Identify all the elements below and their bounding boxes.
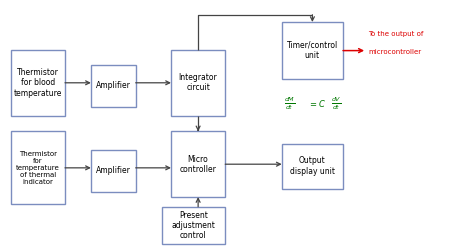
FancyBboxPatch shape [282,144,343,188]
FancyBboxPatch shape [171,50,225,116]
FancyBboxPatch shape [91,150,136,192]
Text: $\frac{dV}{dt}$: $\frac{dV}{dt}$ [331,95,342,112]
Text: $\frac{dM}{dt}$: $\frac{dM}{dt}$ [284,95,296,112]
Text: Present
adjustment
control: Present adjustment control [172,211,215,240]
Text: Timer/control
unit: Timer/control unit [287,41,338,60]
FancyBboxPatch shape [282,22,343,79]
Text: Amplifier: Amplifier [96,166,131,175]
FancyBboxPatch shape [11,50,65,116]
FancyBboxPatch shape [91,64,136,107]
Text: To the output of: To the output of [368,31,423,37]
FancyBboxPatch shape [11,131,65,204]
Text: Micro
controller: Micro controller [180,154,217,174]
Text: $= C$: $= C$ [308,98,326,109]
Text: Output
display unit: Output display unit [290,156,335,176]
Text: Integrator
circuit: Integrator circuit [179,73,218,92]
Text: Thermistor
for blood
temperature: Thermistor for blood temperature [14,68,62,98]
Text: Amplifier: Amplifier [96,81,131,90]
FancyBboxPatch shape [162,207,225,244]
Text: Thermistor
for
temperature
of thermal
indicator: Thermistor for temperature of thermal in… [16,151,60,185]
Text: microcontroller: microcontroller [368,49,421,55]
FancyBboxPatch shape [171,131,225,197]
